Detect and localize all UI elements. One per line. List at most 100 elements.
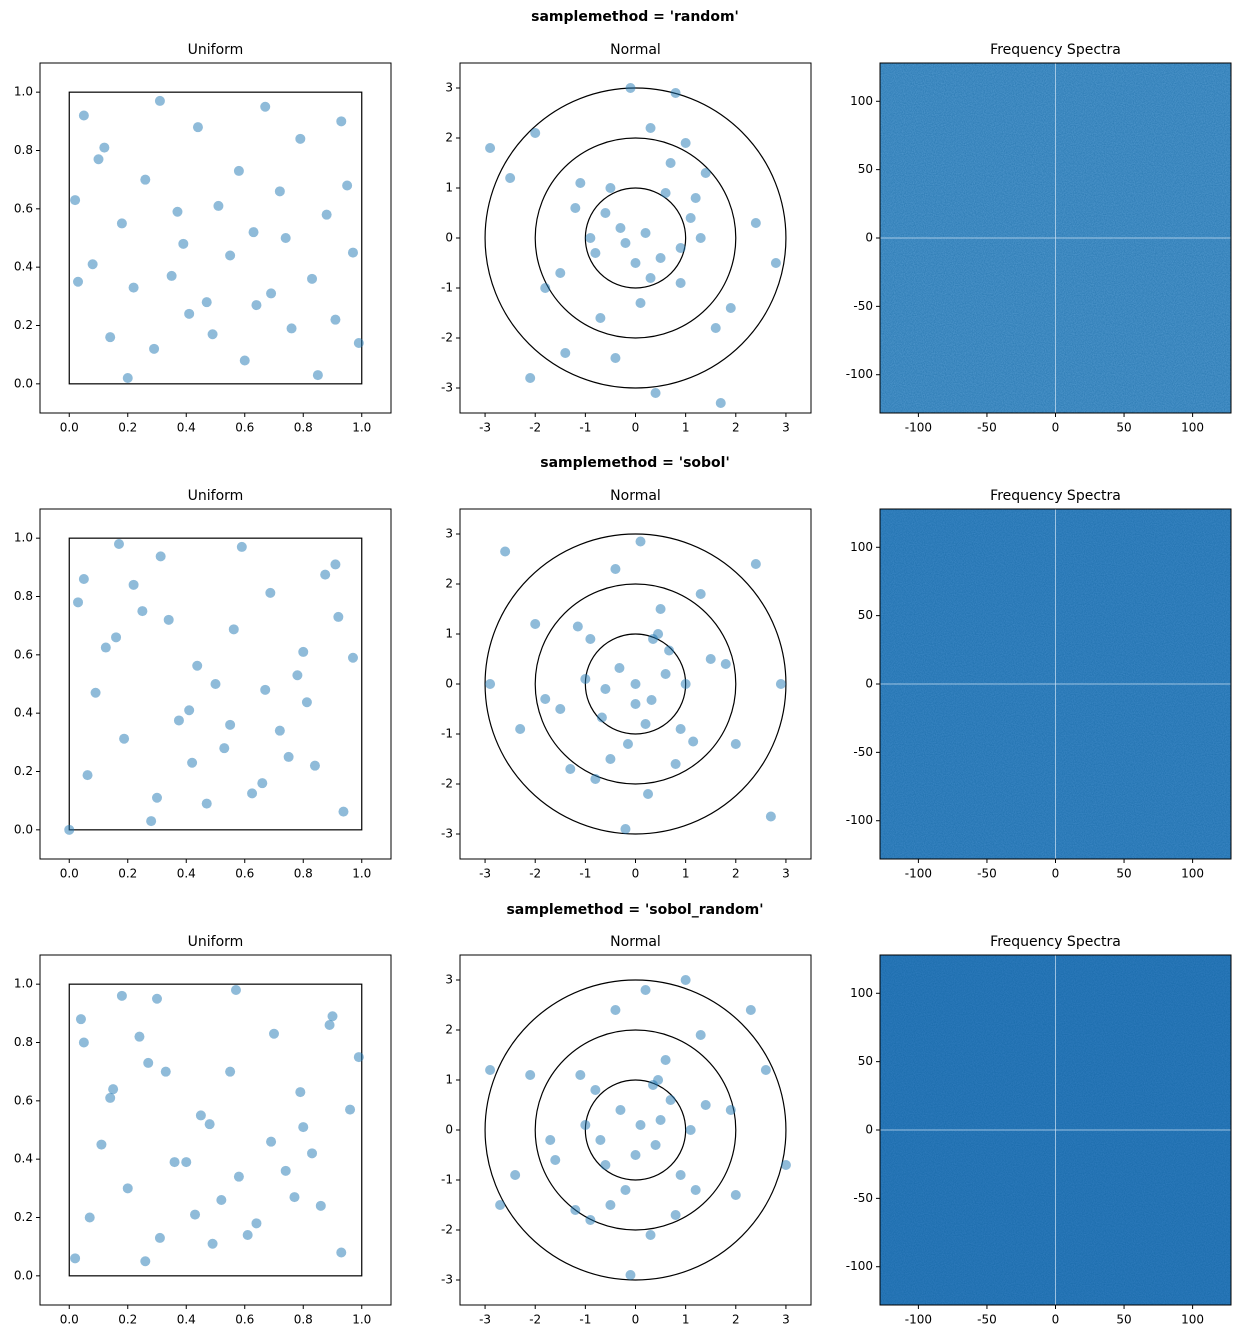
- point: [690, 193, 701, 203]
- point: [643, 789, 654, 799]
- y-tick-label: -50: [853, 299, 873, 313]
- point: [75, 1014, 86, 1025]
- point: [622, 739, 633, 749]
- point: [225, 250, 236, 261]
- subplot-title: Normal: [610, 42, 661, 58]
- point: [725, 1105, 736, 1115]
- point: [646, 695, 657, 705]
- y-tick-label: 0.8: [14, 143, 33, 157]
- point: [266, 1136, 277, 1147]
- point: [242, 1230, 253, 1240]
- point: [309, 760, 320, 771]
- point: [160, 1066, 171, 1077]
- point: [665, 1095, 676, 1105]
- y-tick-label: 0: [445, 231, 453, 245]
- point: [510, 1170, 521, 1180]
- y-tick-label: 2: [445, 577, 453, 591]
- x-tick-label: 2: [732, 1313, 740, 1327]
- point: [485, 143, 496, 153]
- point: [353, 338, 364, 348]
- point: [665, 158, 676, 168]
- point: [596, 712, 607, 723]
- y-tick-label: -2: [441, 1223, 453, 1237]
- y-tick-label: -1: [441, 281, 453, 295]
- point: [505, 173, 516, 183]
- point: [239, 355, 250, 366]
- point: [585, 233, 596, 243]
- point: [545, 1135, 556, 1145]
- point: [640, 228, 651, 238]
- x-tick-label: 0.4: [177, 867, 196, 881]
- y-tick-label: 0: [865, 677, 873, 691]
- point: [78, 574, 89, 584]
- point: [128, 282, 139, 293]
- point: [715, 398, 726, 408]
- point: [670, 88, 681, 98]
- point: [207, 1238, 218, 1249]
- x-tick-label: 1.0: [352, 421, 371, 435]
- point: [210, 679, 221, 689]
- x-tick-label: -2: [529, 867, 541, 881]
- subplot-title: Frequency Spectra: [990, 42, 1121, 58]
- y-tick-label: 0.4: [14, 260, 33, 274]
- y-tick-label: 0.4: [14, 1152, 33, 1166]
- unit-square: [68, 91, 363, 385]
- point: [700, 168, 711, 178]
- point: [630, 1150, 641, 1160]
- y-tick-label: -1: [441, 727, 453, 741]
- x-tick-label: 3: [782, 1313, 790, 1327]
- point: [265, 587, 276, 598]
- point: [530, 128, 541, 138]
- subplot: Uniform 0.0 0.2 0.4 0.6 0.8 1.0 0.0 0.2 0.4 0.6 0.8…: [14, 42, 392, 435]
- x-tick-label: 0.2: [118, 867, 137, 881]
- point: [347, 652, 358, 663]
- y-tick-label: 50: [858, 162, 873, 176]
- point: [111, 632, 122, 643]
- y-tick-label: -2: [441, 777, 453, 791]
- point: [655, 253, 666, 263]
- point: [595, 313, 606, 323]
- x-tick-label: 0.0: [60, 1313, 79, 1327]
- point: [515, 724, 526, 734]
- point: [312, 370, 323, 381]
- y-tick-label: 0.8: [14, 589, 33, 603]
- y-tick-label: 0: [445, 1123, 453, 1137]
- point: [690, 1185, 701, 1195]
- point: [595, 1135, 606, 1145]
- x-tick-label: 0: [1052, 867, 1060, 881]
- subplot-title: Frequency Spectra: [990, 934, 1121, 950]
- y-tick-label: 1.0: [14, 85, 33, 99]
- subplot: Frequency Spectra -100 -50 0 50 100 -100 -50 0 50…: [846, 934, 1232, 1327]
- x-tick-label: 3: [782, 421, 790, 435]
- point: [228, 624, 239, 635]
- x-tick-label: 0.6: [235, 867, 254, 881]
- point: [192, 660, 203, 671]
- y-tick-label: -50: [853, 745, 873, 759]
- point: [653, 1075, 664, 1085]
- point: [336, 1247, 347, 1258]
- y-tick-label: 0: [865, 1123, 873, 1137]
- y-tick-label: 100: [850, 540, 873, 554]
- point: [347, 247, 358, 258]
- y-tick-label: 2: [445, 1023, 453, 1037]
- x-tick-label: -50: [977, 867, 997, 881]
- x-tick-label: -100: [905, 421, 932, 435]
- point: [342, 180, 353, 191]
- point: [295, 1087, 306, 1098]
- axes-frame: [459, 954, 812, 1306]
- point: [765, 811, 776, 822]
- point: [100, 642, 111, 653]
- x-tick-label: 0.8: [294, 867, 313, 881]
- point: [615, 1105, 626, 1115]
- point: [201, 297, 212, 308]
- point: [338, 806, 349, 817]
- point: [233, 165, 244, 176]
- point: [247, 788, 258, 799]
- y-tick-label: 0.2: [14, 764, 33, 778]
- point: [216, 1195, 227, 1205]
- point: [615, 223, 626, 233]
- point: [485, 679, 496, 689]
- point: [660, 1055, 671, 1065]
- point: [625, 83, 636, 93]
- point: [192, 122, 203, 133]
